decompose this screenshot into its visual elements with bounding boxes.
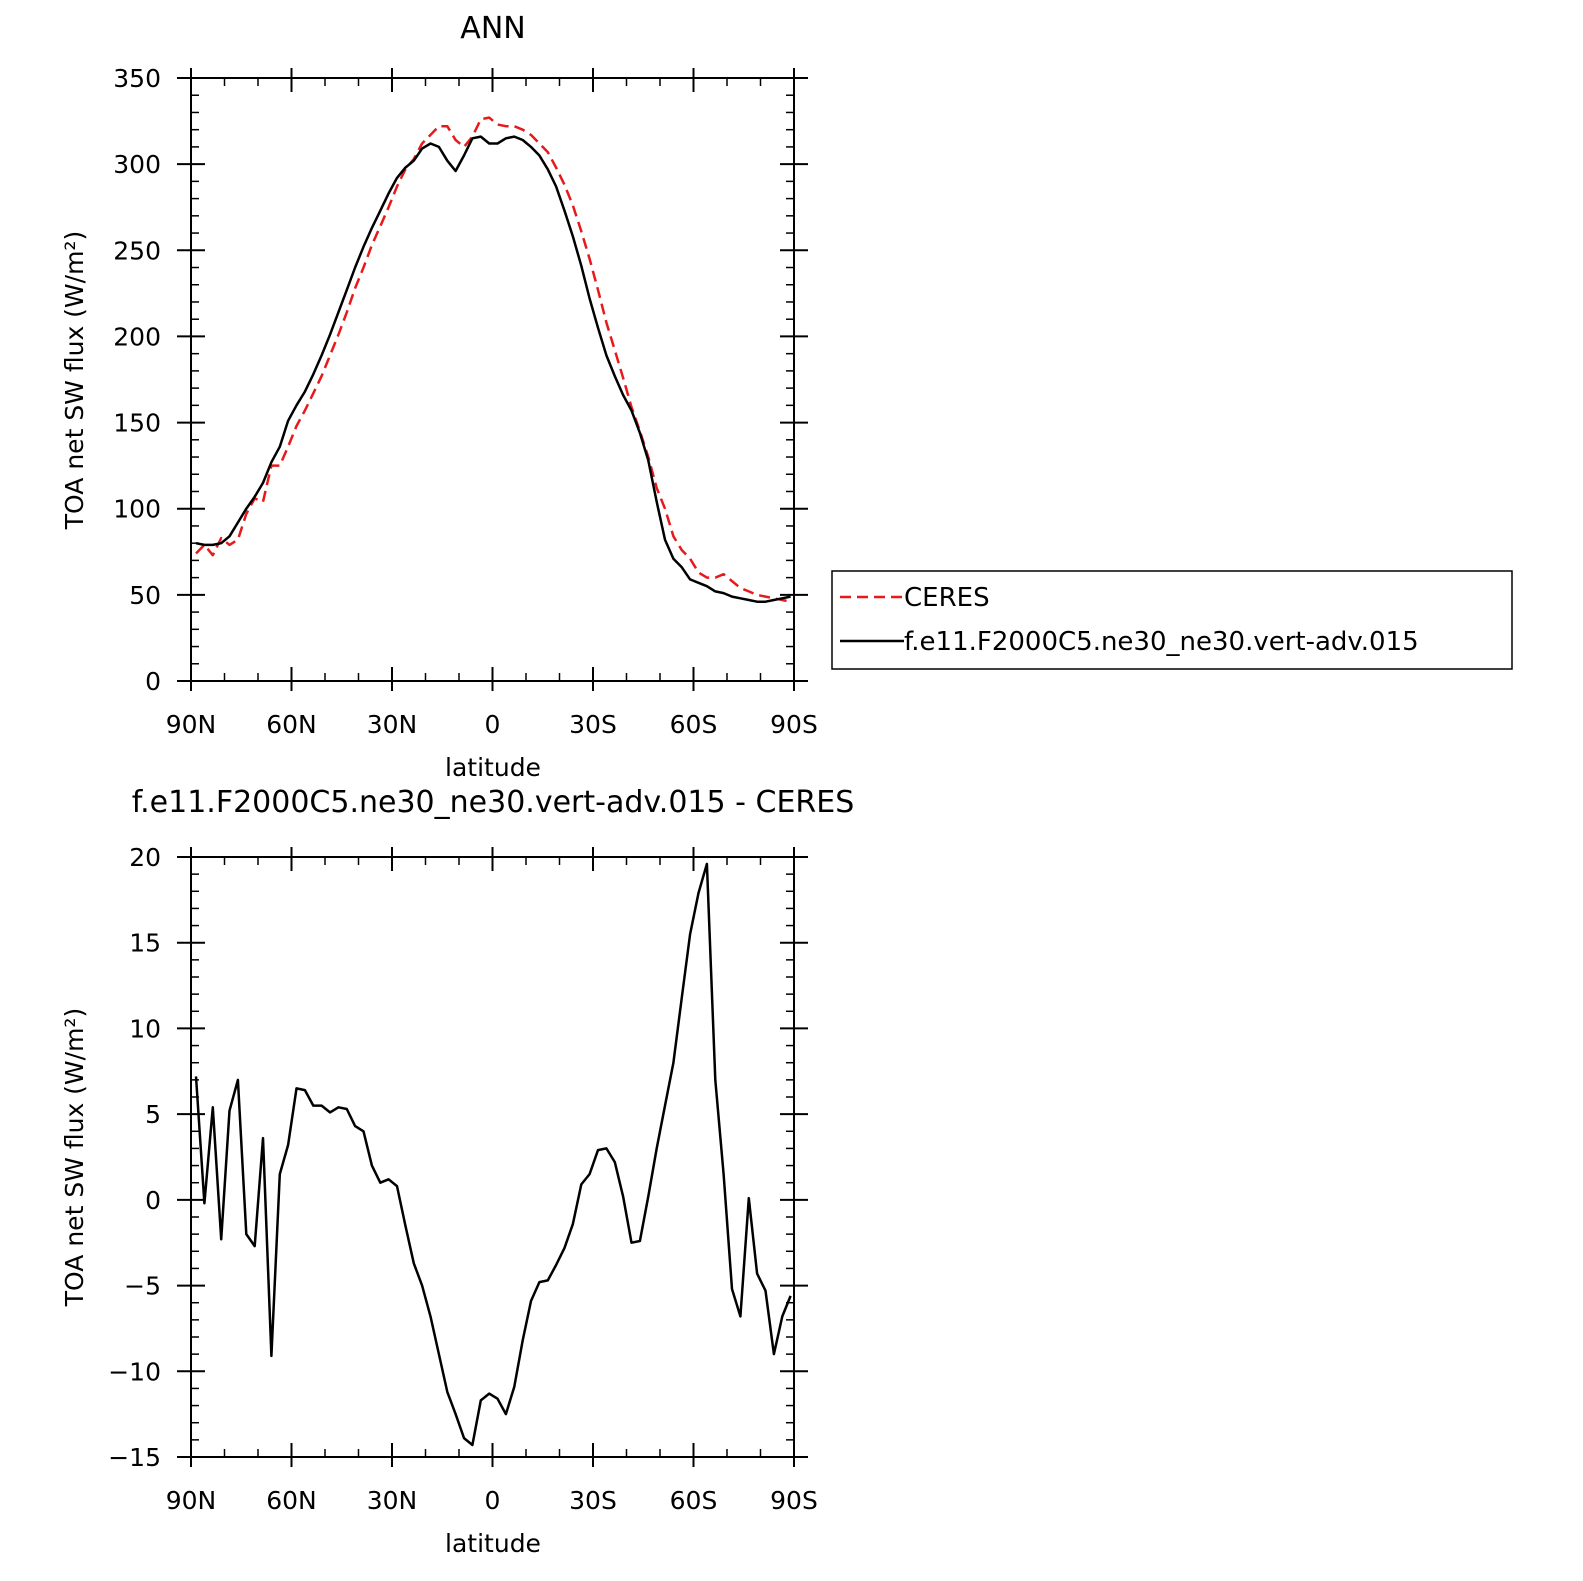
x-tick-label: 60N	[266, 1486, 317, 1515]
legend-box	[831, 570, 1513, 670]
x-tick-label: 60S	[670, 1486, 718, 1515]
x-tick-label: 90N	[166, 1486, 217, 1515]
panel-2-xlabel: latitude	[445, 1529, 541, 1558]
x-tick-label: 60S	[670, 710, 718, 739]
panel-2-title: f.e11.F2000C5.ne30_ne30.vert-adv.015 - C…	[132, 785, 855, 820]
panel-1-series	[195, 116, 791, 603]
y-tick-label: 350	[113, 64, 161, 93]
y-tick-label: 10	[129, 1014, 161, 1043]
y-tick-label: 0	[145, 1186, 161, 1215]
x-tick-label: 30N	[367, 710, 418, 739]
panel-2-ylabel: TOA net SW flux (W/m²)	[60, 1008, 89, 1307]
panel-2: f.e11.F2000C5.ne30_ne30.vert-adv.015 - C…	[60, 785, 854, 1558]
series-line-difference	[194, 862, 792, 1447]
y-tick-label: 20	[129, 843, 161, 872]
x-tick-label: 30S	[569, 1486, 617, 1515]
y-tick-label: 150	[113, 409, 161, 438]
panel-1-ticks	[177, 68, 808, 691]
y-tick-label: −15	[108, 1443, 161, 1472]
y-tick-label: −5	[124, 1272, 161, 1301]
panel-2-frame	[190, 856, 795, 1458]
series-line-ceres	[195, 116, 791, 603]
x-tick-label: 90N	[166, 710, 217, 739]
y-tick-label: −10	[108, 1357, 161, 1386]
panel-1: ANN 90N 60N 30N 0 30S 60S 90S 0 50 100 150 200 250 30…	[60, 11, 1513, 782]
x-tick-label: 0	[485, 1486, 501, 1515]
legend-label-ceres: CERES	[904, 583, 990, 613]
y-tick-label: 0	[145, 667, 161, 696]
y-tick-label: 300	[113, 150, 161, 179]
x-tick-label: 90S	[770, 1486, 818, 1515]
y-tick-label: 5	[145, 1100, 161, 1129]
y-tick-label: 200	[113, 322, 161, 351]
x-tick-label: 30N	[367, 1486, 418, 1515]
y-tick-label: 250	[113, 236, 161, 265]
panel-1-xlabel: latitude	[445, 753, 541, 782]
y-tick-label: 15	[129, 929, 161, 958]
x-tick-label: 60N	[266, 710, 317, 739]
panel-1-frame	[190, 77, 795, 682]
series-line-f-e11-f2000c5-ne30-ne30-vert-adv-015	[195, 135, 791, 603]
y-tick-label: 50	[129, 581, 161, 610]
x-tick-label: 90S	[770, 710, 818, 739]
panel-1-ylabel: TOA net SW flux (W/m²)	[60, 231, 89, 530]
x-tick-label: 30S	[569, 710, 617, 739]
x-tick-label: 0	[485, 710, 501, 739]
panel-2-ticks	[177, 847, 808, 1467]
panel-2-tick-labels: 90N 60N 30N 0 30S 60S 90S −15 −10 −5 0 5 10 15 20	[108, 843, 818, 1515]
legend: CERES f.e11.F2000C5.ne30_ne30.vert-adv.0…	[831, 570, 1513, 670]
panel-1-title: ANN	[460, 11, 525, 46]
panel-2-series	[194, 862, 792, 1447]
legend-label-model: f.e11.F2000C5.ne30_ne30.vert-adv.015	[904, 627, 1419, 657]
y-tick-label: 100	[113, 495, 161, 524]
panel-1-tick-labels: 90N 60N 30N 0 30S 60S 90S 0 50 100 150 200 250 300 350	[113, 64, 818, 739]
